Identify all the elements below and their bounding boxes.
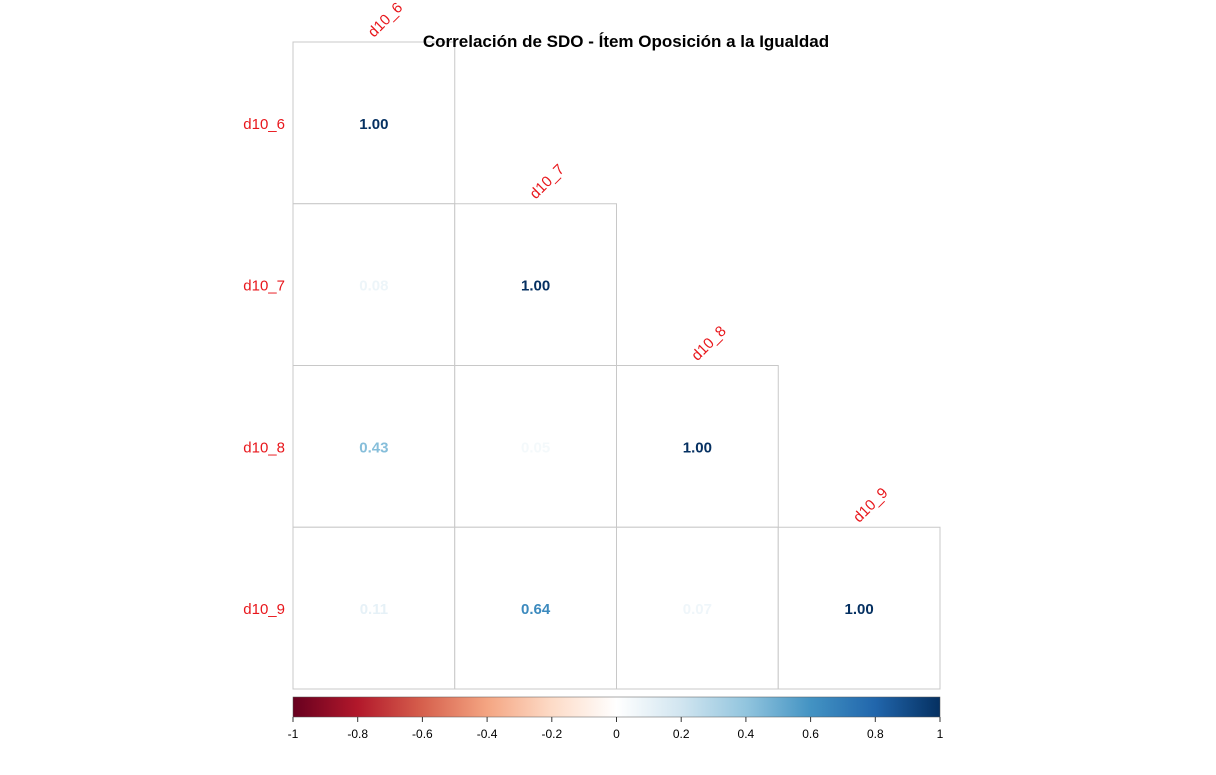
column-label-d10_6: d10_6 [365,0,407,41]
matrix-cell-d10_8-d10_8 [616,365,779,528]
matrix-cell-d10_9-d10_9 [777,526,941,690]
cell-value-d10_9-d10_6: 0.11 [360,601,388,618]
matrix-cell-d10_8-d10_7 [454,365,617,528]
cell-value-d10_9-d10_7: 0.64 [521,601,551,618]
cell-value-d10_9-d10_8: 0.07 [683,601,712,618]
cell-value-d10_9-d10_9: 1.00 [845,601,874,618]
chart-title: Correlación de SDO - Ítem Oposición a la… [423,32,829,51]
matrix-cells [292,41,941,690]
colorbar-ticks: -1 -0.8 -0.6 -0.4 -0.2 0 0.2 0.4 0.6 0.8 1 [288,717,944,741]
matrix-cell-d10_7-d10_6 [292,203,456,366]
matrix-cell-d10_7-d10_7 [454,203,617,366]
colorbar-tick-label: 0.6 [802,727,819,741]
cell-value-d10_6-d10_6: 1.00 [359,116,388,133]
colorbar-tick-label: -1 [288,727,299,741]
colorbar-gradient [292,696,941,718]
row-labels: d10_6 d10_7 d10_8 d10_9 [243,116,285,618]
row-label-d10_6: d10_6 [243,116,285,133]
cell-value-d10_8-d10_8: 1.00 [683,439,712,456]
colorbar [292,696,941,718]
row-label-d10_8: d10_8 [243,439,285,456]
colorbar-tick-label: -0.8 [347,727,368,741]
column-label-d10_8: d10_8 [688,323,730,365]
colorbar-tick-label: -0.2 [541,727,562,741]
cell-value-d10_7-d10_6: 0.08 [359,278,388,295]
colorbar-tick-label: -0.4 [477,727,498,741]
colorbar-tick-label: -0.6 [412,727,433,741]
row-label-d10_9: d10_9 [243,601,285,618]
colorbar-tick-label: 0.8 [867,727,884,741]
cell-value-d10_7-d10_7: 1.00 [521,278,550,295]
column-label-d10_7: d10_7 [526,161,568,203]
colorbar-tick-label: 0.4 [738,727,755,741]
colorbar-tick-label: 1 [937,727,944,741]
colorbar-tick-label: 0 [613,727,620,741]
cell-value-d10_8-d10_7: 0.05 [521,439,550,456]
matrix-cell-d10_9-d10_8 [616,526,779,690]
matrix-cell-d10_9-d10_6 [292,526,456,690]
column-label-d10_9: d10_9 [850,485,892,527]
row-label-d10_7: d10_7 [243,278,285,295]
matrix-cell-d10_9-d10_7 [454,526,617,690]
matrix-cell-d10_8-d10_6 [292,365,456,528]
colorbar-tick-label: 0.2 [673,727,690,741]
cell-value-d10_8-d10_6: 0.43 [359,439,388,456]
matrix-cell-d10_6-d10_6 [292,41,456,205]
cell-values: 1.00 0.08 1.00 0.43 0.05 1.00 0.11 0.64 0.07 1.00 [359,116,873,618]
